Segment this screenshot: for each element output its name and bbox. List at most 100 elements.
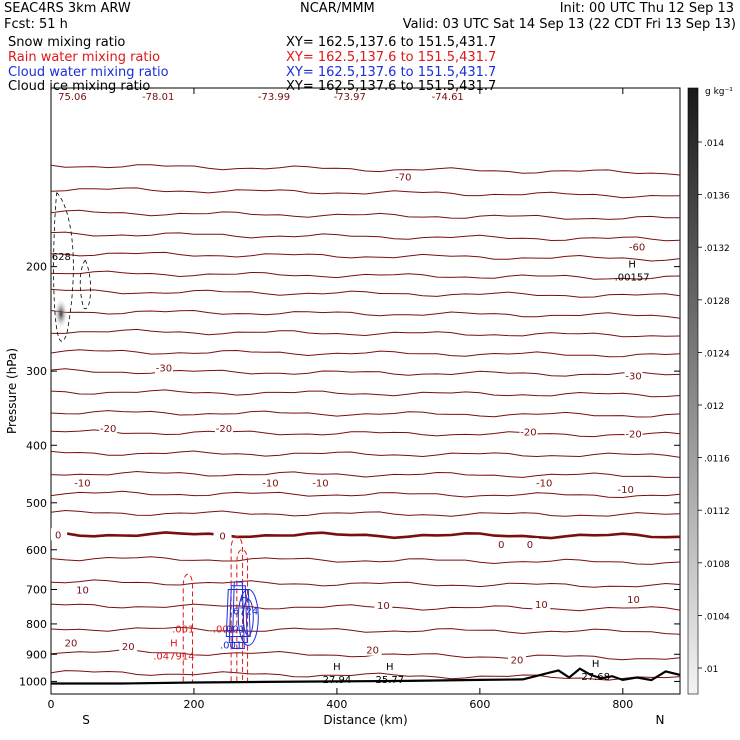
isotherm-line	[51, 429, 680, 438]
isotherm-line	[51, 579, 680, 588]
contour-label-bg	[261, 476, 280, 489]
field-label-rain: Rain water mixing ratio	[8, 50, 161, 65]
contour-label-bg	[519, 425, 538, 438]
x-axis-label: Distance (km)	[323, 713, 407, 727]
isotherm-line	[51, 490, 680, 499]
valid-time: Valid: 03 UTC Sat 14 Sep 13 (22 CDT Fri …	[402, 17, 736, 32]
isotherm-line	[51, 556, 680, 565]
x-tick-label: 800	[612, 698, 633, 711]
y-tick-label: 1000	[19, 675, 47, 688]
contour-label: 10	[76, 586, 89, 597]
isotherm-line	[51, 251, 680, 262]
extremum-marker: H	[592, 659, 600, 670]
contour-label-bg	[213, 529, 232, 542]
contour-label: -20	[216, 424, 232, 435]
y-tick-label: 800	[26, 618, 47, 631]
colorbar-tick-label: .0104	[704, 612, 730, 622]
extremum-value: 27.68	[581, 672, 610, 683]
y-tick-label: 400	[26, 439, 47, 452]
extremum-marker: H	[628, 260, 636, 271]
cloud-water-contour	[228, 585, 248, 644]
contour-label: 10	[377, 601, 390, 612]
isotherm-line	[51, 603, 680, 612]
contour-label: -20	[520, 427, 536, 438]
snow-contour	[79, 259, 91, 310]
field-label-cloud-water: Cloud water mixing ratio	[8, 65, 169, 80]
contour-label-bg	[616, 483, 635, 496]
contour-label-bg	[374, 598, 393, 611]
isotherm-line	[51, 509, 680, 517]
contour-label: -60	[629, 243, 645, 254]
extremum-value: .001	[223, 625, 245, 636]
contour-label: -30	[625, 371, 641, 382]
isotherm-line	[51, 349, 680, 358]
contour-label: -70	[395, 173, 411, 184]
top-min-label: -78.01	[142, 92, 174, 103]
extremum-marker: H	[170, 639, 178, 650]
contour-label-bg	[62, 636, 81, 649]
title-left: SEAC4RS 3km ARW	[4, 1, 131, 16]
isotherm-line	[51, 309, 680, 319]
contour-label-bg	[154, 361, 173, 374]
contour-label-bg	[214, 421, 233, 434]
colorbar-tick-label: .012	[704, 402, 724, 412]
isotherm-line	[51, 470, 680, 478]
field-label-snow: Snow mixing ratio	[8, 35, 126, 50]
contour-label: 20	[65, 639, 78, 650]
isotherm-line	[51, 410, 680, 418]
y-tick-label: 600	[26, 544, 47, 557]
field-xy-rain: XY= 162.5,137.6 to 151.5,431.7	[286, 50, 497, 65]
rain-water-contour	[230, 535, 244, 682]
extremum-value: .6724	[230, 607, 259, 618]
rain-water-contour	[182, 573, 194, 682]
cloud-water-contour	[225, 589, 251, 637]
extremum-value: .00157	[615, 273, 650, 284]
contour-label-bg	[363, 643, 382, 656]
isotherm-line	[51, 231, 680, 242]
top-min-label: -74.61	[432, 92, 464, 103]
contour-label-bg	[624, 427, 643, 440]
y-tick-label: 700	[26, 584, 47, 597]
contour-label: -20	[100, 424, 116, 435]
init-time: Init: 00 UTC Thu 12 Sep 13	[559, 1, 734, 16]
axes: 0 200 400 600 800200300400500600700800900100…	[5, 88, 680, 727]
extremum-value: 3628	[45, 252, 70, 263]
contour-label: 20	[366, 646, 379, 657]
cloud-water-contour	[231, 581, 245, 649]
contour-label: -10	[618, 485, 634, 496]
contour-label-bg	[394, 170, 413, 183]
extremum-value: .001	[220, 640, 242, 651]
contour-label-bg	[508, 653, 527, 666]
isotherm-line	[51, 328, 680, 338]
field-label-cloud-ice: Cloud ice mixing ratio	[8, 79, 151, 94]
colorbar-tick-label: .0136	[704, 192, 730, 202]
extremum-value: .001	[172, 625, 194, 636]
colorbar-tick-label: .0132	[704, 244, 730, 254]
contour-label-bg	[624, 592, 643, 605]
extremum-marker: H	[333, 662, 341, 673]
contour-label: -10	[312, 478, 328, 489]
contour-label: -20	[625, 429, 641, 440]
isotherm-line	[51, 626, 680, 635]
contour-label-bg	[99, 421, 118, 434]
y-tick-label: 500	[26, 497, 47, 510]
colorbar-tick-label: .01	[704, 665, 718, 675]
field-xy-snow: XY= 162.5,137.6 to 151.5,431.7	[286, 35, 497, 50]
extremum-marker: H	[240, 594, 248, 605]
colorbar-tick-label: .0116	[704, 455, 730, 465]
rain-water-contour	[236, 549, 249, 682]
plot-frame	[50, 87, 681, 695]
y-axis-label: Pressure (hPa)	[5, 348, 19, 434]
isotherm-line	[51, 164, 680, 176]
contour-label: -30	[156, 364, 172, 375]
contour-label-bg	[51, 528, 68, 541]
contour-label-bg	[492, 538, 511, 551]
isotherm-line	[51, 187, 680, 199]
isotherm-0-line	[51, 531, 680, 540]
end-label-south: S	[82, 713, 90, 727]
top-min-label: -73.97	[334, 92, 366, 103]
forecast-hour: Fcst: 51 h	[4, 17, 68, 32]
cloud-water-contour	[242, 598, 254, 636]
extremum-marker: H	[386, 662, 394, 673]
